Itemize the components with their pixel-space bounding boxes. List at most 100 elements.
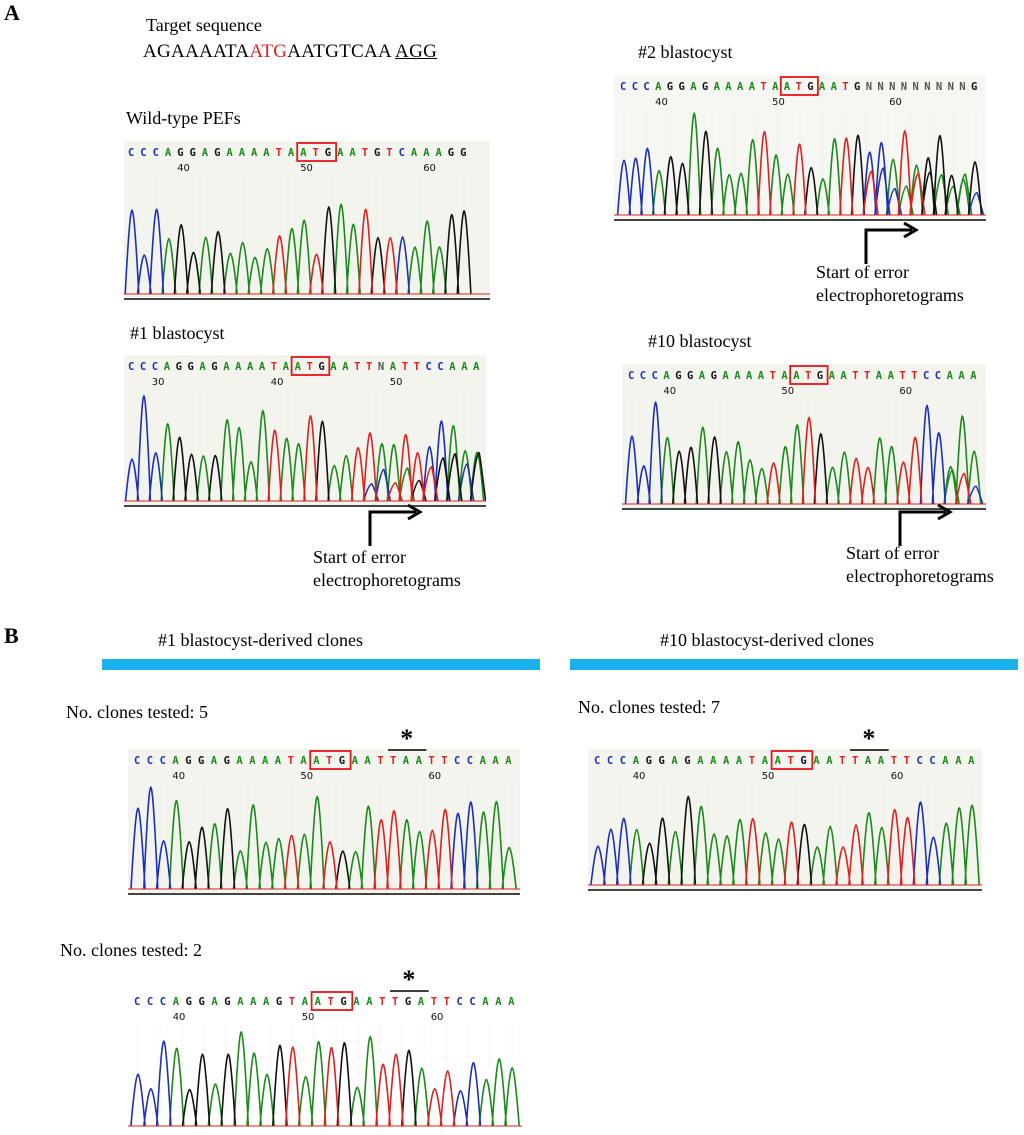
base-call: N bbox=[866, 81, 872, 93]
base-call: G bbox=[659, 755, 665, 767]
base-call: A bbox=[300, 755, 307, 767]
base-call: C bbox=[594, 755, 600, 767]
base-call: G bbox=[800, 755, 806, 767]
b1-error-note-line1: Start of error bbox=[313, 547, 406, 567]
peak-trace-G bbox=[641, 795, 813, 886]
base-call: A bbox=[495, 996, 502, 1008]
c1b-title: No. clones tested: 2 bbox=[60, 940, 202, 960]
b2-chromatogram-svg: C C C A G G A G A A A A T A A T G A A T G N N N N N N N N N G40 50 60 bbox=[614, 76, 986, 216]
peak-trace-G bbox=[172, 420, 486, 502]
peak-trace-C bbox=[130, 1040, 482, 1127]
peak-trace-C bbox=[130, 786, 479, 890]
b2-error-note-line2: electrophoretograms bbox=[816, 285, 964, 305]
base-call: A bbox=[251, 147, 258, 159]
base-call: G bbox=[190, 147, 196, 159]
base-call: G bbox=[185, 755, 191, 767]
base-call: A bbox=[840, 370, 847, 382]
base-call: T bbox=[414, 361, 420, 373]
peak-trace-A bbox=[161, 203, 448, 295]
base-call: T bbox=[770, 370, 776, 382]
base-call: G bbox=[211, 361, 217, 373]
b10-chromatogram: C C C A G G A G A A A A T A A T G A A T T A A T T C C A A A 40 50 60 bbox=[622, 364, 986, 510]
peak-trace-C bbox=[124, 208, 411, 295]
base-call: T bbox=[328, 996, 334, 1008]
base-call: T bbox=[390, 755, 396, 767]
b10-error-arrow bbox=[898, 503, 953, 546]
base-call: A bbox=[263, 996, 270, 1008]
start-codon-box bbox=[779, 76, 819, 96]
base-call: A bbox=[710, 755, 717, 767]
target-seq-prefix: AGAAAATA bbox=[143, 41, 250, 62]
base-call: A bbox=[237, 996, 244, 1008]
base-call: G bbox=[318, 361, 324, 373]
base-call: C bbox=[128, 361, 134, 373]
base-call: T bbox=[839, 755, 845, 767]
wt-title: Wild-type PEFs bbox=[126, 108, 241, 128]
base-call: A bbox=[942, 755, 949, 767]
peak-trace-G bbox=[181, 807, 351, 890]
base-call: A bbox=[876, 370, 883, 382]
peak-trace-G bbox=[181, 1041, 417, 1127]
peak-trace-C bbox=[616, 141, 985, 216]
peak-trace-A bbox=[168, 1030, 520, 1127]
position-tick-label: 60 bbox=[891, 771, 904, 782]
base-call: N bbox=[889, 81, 895, 93]
position-tick-label: 40 bbox=[633, 771, 646, 782]
base-call: T bbox=[271, 361, 277, 373]
base-call: T bbox=[354, 361, 360, 373]
base-call: A bbox=[239, 147, 246, 159]
base-call: G bbox=[325, 147, 331, 159]
base-call: A bbox=[671, 755, 678, 767]
right-clones-bar bbox=[570, 659, 1018, 670]
base-call: C bbox=[652, 370, 658, 382]
base-call: A bbox=[366, 996, 373, 1008]
base-call: A bbox=[337, 147, 344, 159]
base-call: T bbox=[289, 996, 295, 1008]
base-call: N bbox=[936, 81, 942, 93]
base-call: G bbox=[646, 755, 652, 767]
panel-label-b: B bbox=[4, 623, 19, 648]
b2-error-arrow bbox=[864, 221, 919, 264]
base-call: T bbox=[911, 370, 917, 382]
base-call: T bbox=[313, 147, 319, 159]
base-call: N bbox=[959, 81, 965, 93]
base-call: A bbox=[236, 755, 243, 767]
base-call: T bbox=[796, 81, 802, 93]
base-call: A bbox=[888, 370, 895, 382]
right-clones-header: #10 blastocyst-derived clones bbox=[660, 630, 874, 650]
base-call: T bbox=[276, 147, 282, 159]
base-call: A bbox=[955, 755, 962, 767]
base-call: T bbox=[428, 755, 434, 767]
base-call: G bbox=[199, 996, 205, 1008]
base-call: C bbox=[147, 755, 153, 767]
base-call: C bbox=[923, 370, 929, 382]
wt-chromatogram-svg: C C C A G G A G A A A A T A A T G A A T G T C A A A G G40 50 60 bbox=[124, 142, 490, 295]
position-tick-label: 40 bbox=[655, 97, 668, 108]
b10-error-note-line2: electrophoretograms bbox=[846, 566, 994, 586]
base-call: G bbox=[224, 755, 230, 767]
base-call: A bbox=[390, 361, 397, 373]
base-call: A bbox=[737, 81, 744, 93]
base-call: A bbox=[690, 81, 697, 93]
base-call: C bbox=[160, 996, 166, 1008]
b2-error-note-line1: Start of error bbox=[816, 262, 909, 282]
position-tick-label: 40 bbox=[271, 377, 284, 388]
base-call: C bbox=[467, 755, 473, 767]
start-codon-box bbox=[296, 142, 337, 162]
base-call: N bbox=[924, 81, 930, 93]
base-call: T bbox=[326, 755, 332, 767]
base-call: A bbox=[734, 370, 741, 382]
b10-error-note: Start of error electrophoretograms bbox=[846, 542, 994, 588]
c1a-chromatogram: C C C A G G A G A A A A T A A T G A A T T A A T T C C A A A 40 50 60 bbox=[128, 749, 520, 895]
base-call: A bbox=[725, 81, 732, 93]
position-tick-label: 60 bbox=[899, 386, 912, 397]
base-call: T bbox=[749, 755, 755, 767]
base-call: A bbox=[313, 755, 320, 767]
base-call: G bbox=[276, 996, 282, 1008]
base-call: N bbox=[877, 81, 883, 93]
base-call: C bbox=[147, 996, 153, 1008]
base-call: A bbox=[492, 755, 499, 767]
base-call: G bbox=[687, 370, 693, 382]
wt-chromatogram: C C C A G G A G A A A A T A A T G A A T G T C A A A G G 40 50 60 bbox=[124, 141, 490, 300]
base-call: A bbox=[165, 147, 172, 159]
